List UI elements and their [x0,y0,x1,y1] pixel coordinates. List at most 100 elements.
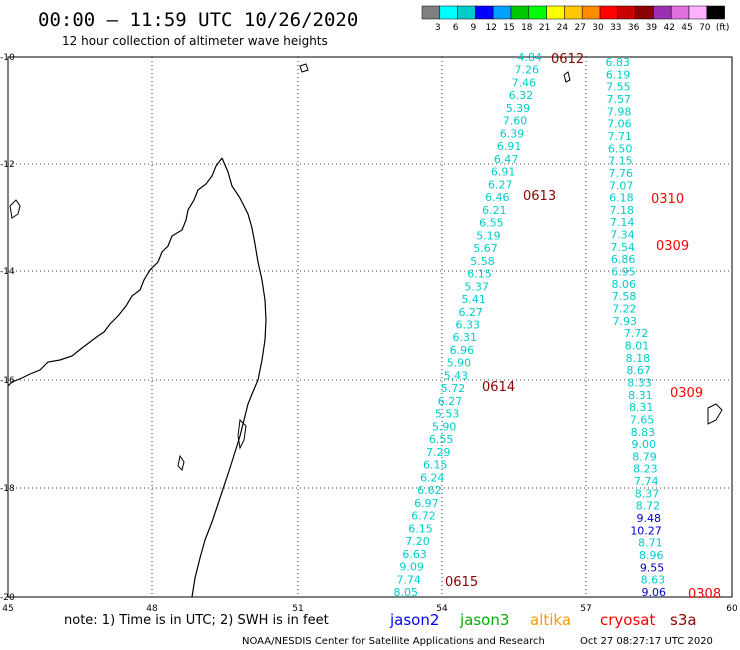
wave-height-value: 7.15 [608,155,633,168]
island-icon [299,63,309,73]
wave-height-value: 7.76 [609,167,634,180]
wave-height-value: 7.07 [609,179,634,192]
wave-height-value: 9.48 [636,512,661,525]
satellite-track-west: 4.847.267.466.325.397.606.396.916.476.91… [394,51,543,599]
wave-height-value: 5.41 [461,293,486,306]
wave-height-value: 7.60 [503,115,528,128]
wave-height-value: 6.15 [467,268,492,281]
wave-height-value: 5.72 [441,382,466,395]
legend-swatch [653,5,672,20]
wave-height-value: 7.58 [612,290,637,303]
legend-swatch [510,5,530,20]
pass-time-label: 0310 [651,192,684,207]
legend-label: 30 [592,23,604,33]
wave-height-value: 9.00 [631,438,656,451]
wave-height-value: 7.74 [396,573,421,586]
wave-height-value: 6.62 [417,484,442,497]
latitude-label: -20 [0,593,15,603]
map-frame [7,56,733,598]
longitude-labels: 45 48 51 54 57 60 [2,604,738,614]
madagascar-coastline [7,157,267,598]
wave-height-value: 7.98 [607,105,632,118]
island-icon [237,418,247,450]
wave-height-value: 6.46 [485,191,510,204]
wave-height-value: 6.19 [606,68,631,81]
pass-time-labels: 0612 0613 0614 0615 0310 0309 0309 0308 [445,52,721,602]
legend-label: 42 [663,23,674,33]
wave-height-value: 6.96 [450,344,475,357]
color-scale-legend: 3 6 9 12 15 18 21 24 27 30 33 36 39 42 45 70 (ft) [421,5,729,33]
satellite-name: jason3 [459,611,509,629]
wave-height-value: 8.71 [638,537,663,550]
legend-swatch [457,5,476,20]
footer-note: note: 1) Time is in UTC; 2) SWH is in fe… [64,613,329,628]
wave-height-value: 7.29 [426,446,451,459]
wave-height-value: 6.32 [509,89,534,102]
wave-height-value: 7.26 [515,64,540,77]
wave-height-value: 8.05 [394,586,419,599]
footer-credit: NOAA/NESDIS Center for Satellite Applica… [242,636,545,647]
wave-height-value: 5.67 [473,242,498,255]
wave-height-value: 6.83 [606,56,631,69]
wave-height-value: 8.96 [639,549,664,562]
legend-swatch [706,5,725,20]
island-icon [563,71,571,83]
satellite-legend: jason2 jason3 altika cryosat s3a [389,611,697,629]
wave-height-value: 8.31 [628,389,653,402]
latitude-label: -12 [0,160,15,170]
wave-height-value: 9.06 [642,586,667,599]
latitude-label: -10 [0,53,15,63]
satellite-name: cryosat [600,611,655,629]
satellite-name: jason2 [389,611,439,629]
longitude-label: 60 [726,604,738,614]
legend-label: 33 [610,23,621,33]
pass-time-label: 0309 [656,239,689,254]
wave-height-value: 8.23 [633,463,658,476]
wave-height-value: 5.90 [447,357,472,370]
wave-height-value: 6.91 [497,140,522,153]
pass-time-label: 0614 [482,380,515,395]
footer-timestamp: Oct 27 08:27:17 UTC 2020 [580,636,713,647]
legend-label: 21 [539,23,550,33]
legend-swatch [581,5,601,20]
wave-height-value: 6.18 [609,192,634,205]
legend-label: 18 [521,23,533,33]
wave-height-value: 6.95 [611,266,636,279]
legend-swatch [599,5,619,20]
wave-height-value: 8.67 [626,364,651,377]
wave-height-value: 5.90 [432,420,457,433]
latitude-label: -14 [0,267,15,277]
satellite-name: altika [530,611,571,629]
wave-height-value: 8.79 [632,450,657,463]
longitude-label: 54 [436,604,448,614]
wave-height-value: 7.22 [612,303,637,316]
legend-label: 24 [557,23,569,33]
wave-height-value: 6.27 [488,178,513,191]
wave-height-value: 6.55 [429,433,454,446]
wave-height-value: 6.86 [611,253,636,266]
legend-label: 36 [628,23,640,33]
longitude-label: 45 [2,604,13,614]
wave-height-value: 6.39 [500,127,525,140]
legend-label: 12 [485,23,496,33]
map-title: 00:00 – 11:59 UTC 10/26/2020 [38,9,358,31]
wave-height-value: 10.27 [630,524,662,537]
wave-height-value: 6.63 [402,548,427,561]
wave-height-value: 7.71 [608,130,633,143]
wave-height-value: 8.72 [636,500,661,513]
wave-height-value: 6.47 [494,153,519,166]
wave-height-value: 8.63 [641,574,666,587]
wave-height-value: 7.55 [606,81,631,94]
wave-height-value: 6.24 [420,471,445,484]
wave-height-value: 7.57 [607,93,632,106]
wave-height-value: 8.06 [612,278,637,291]
pass-time-label: 0308 [688,587,721,602]
wave-height-value: 7.34 [610,229,635,242]
wave-height-value: 6.72 [411,510,436,523]
wave-height-value: 6.21 [482,204,507,217]
legend-label: 9 [471,23,477,33]
satellite-name: s3a [670,611,697,629]
wave-height-value: 7.46 [512,76,537,89]
latitude-label: -18 [0,484,15,494]
legend-label: 27 [574,23,585,33]
